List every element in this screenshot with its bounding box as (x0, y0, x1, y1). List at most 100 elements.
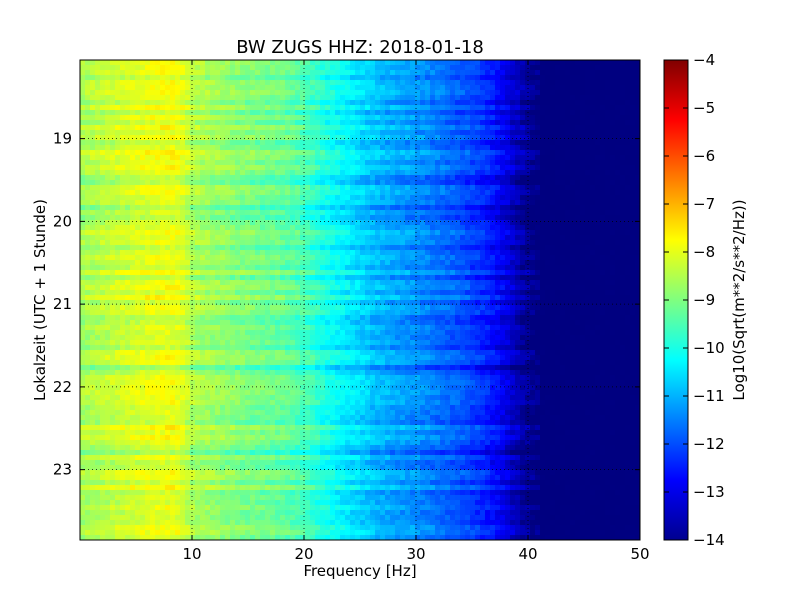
heatmap-cell (275, 130, 281, 136)
heatmap-cell (80, 280, 86, 286)
heatmap-cell (455, 225, 461, 231)
heatmap-cell (95, 140, 101, 146)
heatmap-cell (560, 85, 566, 91)
heatmap-cell (85, 225, 91, 231)
heatmap-cell (130, 205, 136, 211)
heatmap-cell (305, 120, 311, 126)
heatmap-cell (350, 115, 356, 121)
heatmap-cell (175, 205, 181, 211)
heatmap-cell (405, 245, 411, 251)
heatmap-cell (340, 185, 346, 191)
heatmap-cell (635, 155, 640, 161)
heatmap-cell (425, 75, 431, 81)
heatmap-cell (565, 200, 571, 206)
heatmap-cell (110, 145, 116, 151)
heatmap-cell (175, 230, 181, 236)
heatmap-cell (535, 105, 541, 111)
heatmap-cell (235, 115, 241, 121)
heatmap-cell (375, 125, 381, 131)
heatmap-cell (415, 160, 421, 166)
heatmap-cell (360, 250, 366, 256)
heatmap-cell (115, 280, 121, 286)
heatmap-cell (315, 260, 321, 266)
heatmap-cell (110, 60, 116, 66)
heatmap-cell (350, 180, 356, 186)
heatmap-cell (440, 190, 446, 196)
heatmap-cell (620, 60, 626, 66)
heatmap-cell (365, 140, 371, 146)
heatmap-cell (395, 175, 401, 181)
heatmap-cell (555, 175, 561, 181)
heatmap-cell (305, 165, 311, 171)
heatmap-cell (565, 195, 571, 201)
heatmap-cell (455, 125, 461, 131)
heatmap-cell (300, 125, 306, 131)
heatmap-cell (210, 170, 216, 176)
heatmap-cell (270, 165, 276, 171)
heatmap-cell (185, 215, 191, 221)
heatmap-cell (255, 195, 261, 201)
heatmap-cell (560, 205, 566, 211)
heatmap-cell (185, 85, 191, 91)
heatmap-cell (195, 75, 201, 81)
heatmap-cell (175, 265, 181, 271)
heatmap-cell (595, 220, 601, 226)
heatmap-cell (485, 180, 491, 186)
heatmap-cell (455, 240, 461, 246)
heatmap-cell (625, 275, 631, 281)
heatmap-cell (285, 205, 291, 211)
heatmap-cell (545, 85, 551, 91)
heatmap-cell (335, 220, 341, 226)
heatmap-cell (255, 70, 261, 76)
heatmap-cell (230, 115, 236, 121)
heatmap-cell (90, 145, 96, 151)
heatmap-cell (520, 215, 526, 221)
heatmap-cell (130, 200, 136, 206)
heatmap-cell (245, 185, 251, 191)
heatmap-cell (615, 90, 621, 96)
heatmap-cell (395, 85, 401, 91)
heatmap-cell (190, 270, 196, 276)
heatmap-cell (360, 125, 366, 131)
heatmap-cell (320, 100, 326, 106)
heatmap-cell (435, 110, 441, 116)
heatmap-cell (460, 165, 466, 171)
heatmap-cell (380, 90, 386, 96)
heatmap-cell (430, 145, 436, 151)
heatmap-cell (105, 60, 111, 66)
heatmap-cell (420, 60, 426, 66)
heatmap-cell (150, 265, 156, 271)
heatmap-cell (390, 75, 396, 81)
heatmap-cell (385, 200, 391, 206)
heatmap-cell (85, 220, 91, 226)
heatmap-cell (400, 80, 406, 86)
heatmap-cell (270, 160, 276, 166)
heatmap-cell (325, 135, 331, 141)
heatmap-cell (375, 155, 381, 161)
heatmap-cell (200, 280, 206, 286)
heatmap-cell (410, 100, 416, 106)
heatmap-cell (230, 185, 236, 191)
heatmap-cell (280, 260, 286, 266)
heatmap-cell (145, 60, 151, 66)
heatmap-cell (165, 150, 171, 156)
heatmap-cell (475, 275, 481, 281)
heatmap-cell (410, 150, 416, 156)
heatmap-cell (600, 240, 606, 246)
heatmap-cell (300, 225, 306, 231)
heatmap-cell (185, 240, 191, 246)
heatmap-cell (620, 120, 626, 126)
heatmap-cell (255, 90, 261, 96)
heatmap-cell (325, 280, 331, 286)
heatmap-cell (400, 155, 406, 161)
heatmap-cell (310, 115, 316, 121)
heatmap-cell (570, 105, 576, 111)
heatmap-cell (385, 125, 391, 131)
heatmap-cell (510, 110, 516, 116)
heatmap-cell (325, 200, 331, 206)
heatmap-cell (395, 160, 401, 166)
heatmap-cell (515, 85, 521, 91)
heatmap-cell (285, 275, 291, 281)
heatmap-cell (190, 100, 196, 106)
heatmap-cell (470, 235, 476, 241)
